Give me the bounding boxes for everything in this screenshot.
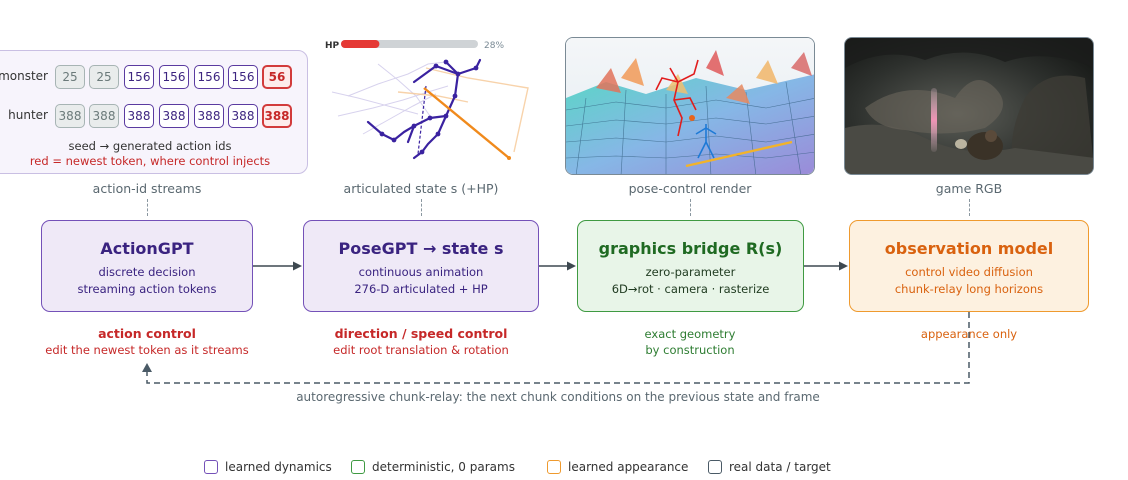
token: 388 [194, 104, 224, 128]
connector-dashed [421, 199, 422, 216]
token-newest: 388 [262, 104, 292, 128]
orange-trail [397, 67, 529, 153]
box-title: ActionGPT [100, 239, 194, 258]
box-subtitle: discrete decision [98, 265, 196, 279]
graphics-bridge-box: graphics bridge R(s) zero-parameter 6D→r… [577, 220, 804, 312]
root-direction-end [507, 156, 511, 160]
arrow-posegpt-to-bridge [539, 261, 576, 271]
token: 25 [55, 65, 85, 89]
token: 156 [159, 65, 189, 89]
token: 388 [124, 104, 154, 128]
token: 156 [124, 65, 154, 89]
token: 388 [89, 104, 119, 128]
legend-label: real data / target [729, 460, 831, 474]
hp-label: HP [325, 41, 340, 51]
arrow-bridge-to-observation [804, 261, 848, 271]
arrow-actiongpt-to-posegpt [253, 261, 302, 271]
box-subtitle: 6D→rot · camera · rasterize [611, 282, 770, 296]
panel-caption: seed → generated action ids [68, 139, 232, 153]
feedback-caption: autoregressive chunk-relay: the next chu… [296, 390, 820, 404]
legend-learned-appearance: learned appearance [547, 459, 688, 475]
observation-model-box: observation model control video diffusio… [849, 220, 1089, 312]
token: 25 [89, 65, 119, 89]
panel-caption-red: red = newest token, where control inject… [29, 154, 271, 168]
connector-dashed [690, 199, 691, 216]
legend-label: learned appearance [568, 460, 689, 474]
note-text: exact geometry [644, 327, 736, 341]
note-exact-geometry: exact geometry by construction [590, 326, 790, 358]
token: 388 [55, 104, 85, 128]
token: 388 [228, 104, 258, 128]
legend-deterministic: deterministic, 0 params [351, 459, 515, 475]
note-text: by construction [645, 343, 735, 357]
legend-real-data: real data / target [708, 459, 831, 475]
root-direction-dashed [417, 85, 427, 155]
caption-pose-control-render: pose-control render [628, 181, 752, 196]
box-title: observation model [884, 239, 1054, 258]
token: 156 [194, 65, 224, 89]
legend-swatch [204, 460, 218, 474]
root-direction-arrow [423, 87, 510, 159]
feedback-loop-arrow [142, 312, 970, 384]
token-panel: monster 25 25 156 156 156 156 56 hunter … [0, 50, 308, 174]
box-subtitle: control video diffusion [905, 265, 1033, 279]
legend-label: learned dynamics [225, 460, 332, 474]
legend-learned-dynamics: learned dynamics [204, 459, 332, 475]
pose-control-render-image [565, 37, 815, 175]
box-subtitle: zero-parameter [645, 265, 736, 279]
box-subtitle: continuous animation [358, 265, 484, 279]
legend-swatch [708, 460, 722, 474]
note-title: direction / speed control [334, 326, 508, 341]
legend-swatch [547, 460, 561, 474]
box-title: PoseGPT → state s [338, 239, 504, 258]
connector-dashed [147, 199, 148, 216]
actiongpt-box: ActionGPT discrete decision streaming ac… [41, 220, 253, 312]
posegpt-box: PoseGPT → state s continuous animation 2… [303, 220, 539, 312]
box-title: graphics bridge R(s) [598, 239, 783, 258]
connector-dashed [969, 199, 970, 216]
note-text: edit root translation & rotation [333, 343, 509, 357]
motion-trail [331, 61, 449, 135]
note-direction-speed-control: direction / speed control edit root tran… [306, 326, 536, 358]
note-text: edit the newest token as it streams [45, 343, 249, 357]
box-subtitle: 276-D articulated + HP [354, 282, 488, 296]
legend-label: deterministic, 0 params [372, 460, 515, 474]
caption-articulated-state: articulated state s (+HP) [343, 181, 499, 196]
token-newest: 56 [262, 65, 292, 89]
token: 388 [159, 104, 189, 128]
hp-bar-fill [341, 40, 380, 48]
token: 156 [228, 65, 258, 89]
hp-value: 28% [484, 41, 504, 51]
row-label-monster: monster [0, 69, 48, 83]
game-rgb-image [844, 37, 1094, 175]
caption-game-rgb: game RGB [935, 181, 1003, 196]
caption-action-id-streams: action-id streams [92, 181, 202, 196]
box-subtitle: chunk-relay long horizons [894, 282, 1044, 296]
box-subtitle: streaming action tokens [77, 282, 217, 296]
skeleton-figure: HP 28% [325, 40, 529, 160]
note-action-control: action control edit the newest token as … [27, 326, 267, 358]
skeleton-joints [379, 59, 479, 155]
note-title: action control [98, 326, 196, 341]
row-label-hunter: hunter [8, 108, 48, 122]
legend-swatch [351, 460, 365, 474]
